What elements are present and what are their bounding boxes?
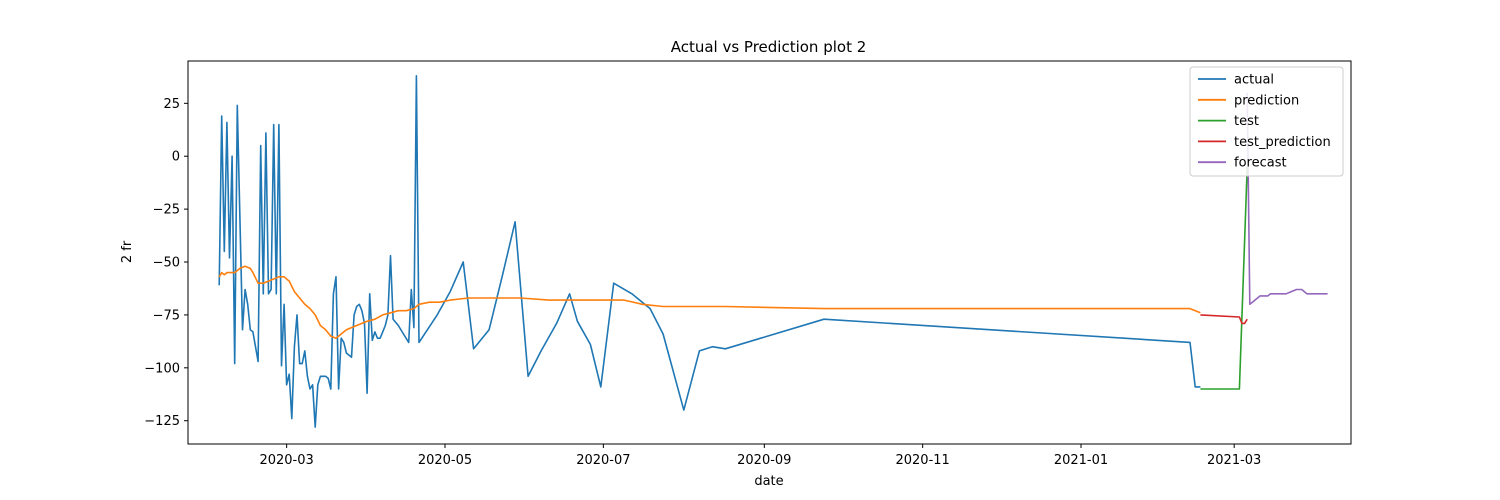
legend-label-test: test bbox=[1234, 114, 1259, 129]
y-tick-label: −25 bbox=[153, 203, 180, 218]
series-line-forecast bbox=[1246, 92, 1328, 306]
y-tick-label: 25 bbox=[163, 97, 180, 112]
x-tick-label: 2020-09 bbox=[737, 453, 791, 468]
x-tick-label: 2021-01 bbox=[1054, 453, 1108, 468]
series-line-test-prediction bbox=[1200, 314, 1248, 325]
series-line-test bbox=[1200, 166, 1248, 390]
legend: actual prediction test test_predictionforec… bbox=[1189, 66, 1344, 177]
x-tick-label: 2021-03 bbox=[1207, 453, 1261, 468]
legend-box bbox=[1189, 66, 1344, 177]
y-tick-label: −50 bbox=[153, 256, 180, 271]
legend-label-test-prediction: test_prediction bbox=[1234, 135, 1331, 150]
y-axis-label: 2 fr bbox=[120, 240, 135, 263]
y-tick-label: −100 bbox=[144, 361, 180, 376]
legend-label-forecast: forecast bbox=[1234, 156, 1287, 171]
y-tick-label: −125 bbox=[144, 414, 180, 429]
x-tick-label: 2020-03 bbox=[259, 453, 313, 468]
x-tick-label: 2020-07 bbox=[576, 453, 630, 468]
plot-frame bbox=[187, 60, 1352, 445]
series-line-prediction bbox=[218, 265, 1201, 340]
x-tick-label: 2020-05 bbox=[418, 453, 472, 468]
legend-label-prediction: prediction bbox=[1234, 93, 1299, 108]
chart-title: Actual vs Prediction plot 2 bbox=[671, 38, 867, 56]
y-axis: 25 0 −25 −50 −75 −100 −125 bbox=[144, 97, 188, 429]
x-tick-label: 2020-11 bbox=[895, 453, 949, 468]
y-tick-label: −75 bbox=[153, 308, 180, 323]
plot-lines bbox=[218, 75, 1328, 428]
series-line-actual bbox=[218, 75, 1201, 428]
y-tick-label: 0 bbox=[172, 150, 180, 165]
legend-label-actual: actual bbox=[1234, 73, 1274, 88]
x-axis: 2020-03 2020-05 2020-07 2020-09 2020-11 2021-… bbox=[259, 444, 1261, 468]
x-axis-label: date bbox=[754, 474, 783, 489]
